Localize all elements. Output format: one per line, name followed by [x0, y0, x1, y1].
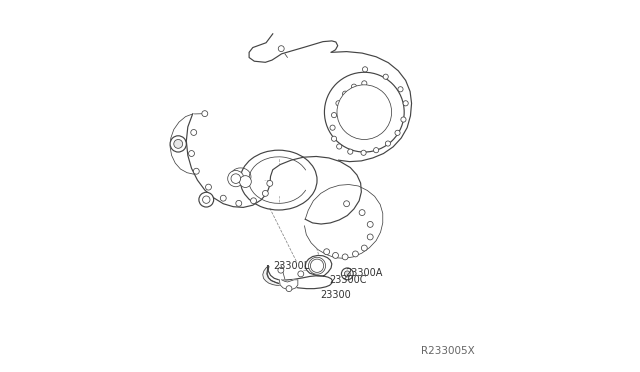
Text: 23300A: 23300A: [345, 268, 383, 278]
Circle shape: [324, 249, 330, 255]
Polygon shape: [249, 34, 338, 62]
Circle shape: [344, 271, 350, 277]
Circle shape: [336, 101, 341, 106]
Circle shape: [351, 84, 356, 89]
Circle shape: [231, 174, 241, 183]
Circle shape: [202, 111, 208, 116]
Circle shape: [332, 112, 337, 118]
Circle shape: [191, 129, 196, 135]
Circle shape: [344, 201, 349, 207]
Circle shape: [310, 259, 324, 272]
Circle shape: [193, 168, 199, 174]
Circle shape: [239, 176, 252, 187]
Circle shape: [401, 117, 406, 122]
Text: R233005X: R233005X: [421, 346, 475, 356]
Circle shape: [205, 184, 211, 190]
Circle shape: [170, 136, 186, 152]
Circle shape: [342, 254, 348, 260]
Polygon shape: [305, 256, 332, 276]
Circle shape: [341, 268, 353, 280]
Circle shape: [367, 234, 373, 240]
Circle shape: [342, 91, 348, 96]
Circle shape: [203, 196, 210, 203]
Circle shape: [383, 74, 388, 79]
Circle shape: [278, 46, 284, 52]
Circle shape: [174, 140, 182, 148]
Circle shape: [324, 72, 404, 152]
Circle shape: [359, 210, 365, 215]
Polygon shape: [263, 266, 283, 285]
Circle shape: [278, 267, 284, 273]
Polygon shape: [331, 52, 412, 161]
Circle shape: [362, 67, 367, 72]
Polygon shape: [280, 280, 298, 289]
Circle shape: [251, 198, 257, 204]
Circle shape: [395, 130, 400, 135]
Circle shape: [362, 81, 367, 86]
Polygon shape: [170, 114, 197, 174]
Polygon shape: [267, 266, 333, 289]
Circle shape: [236, 201, 242, 206]
Circle shape: [337, 144, 342, 149]
Text: 23300C: 23300C: [329, 275, 366, 285]
Text: 23300: 23300: [321, 290, 351, 300]
Circle shape: [220, 195, 226, 201]
Circle shape: [367, 221, 373, 227]
Polygon shape: [305, 185, 383, 259]
Circle shape: [374, 148, 379, 153]
Circle shape: [267, 180, 273, 186]
Circle shape: [262, 190, 268, 196]
Circle shape: [353, 251, 358, 257]
Circle shape: [362, 245, 367, 251]
Circle shape: [332, 136, 337, 141]
Circle shape: [398, 87, 403, 92]
Circle shape: [286, 286, 292, 292]
Circle shape: [385, 141, 390, 146]
Circle shape: [228, 170, 244, 187]
Circle shape: [189, 151, 195, 157]
Circle shape: [348, 149, 353, 154]
Circle shape: [403, 101, 408, 106]
Circle shape: [361, 150, 366, 155]
Circle shape: [330, 125, 335, 130]
Circle shape: [337, 85, 392, 140]
Circle shape: [298, 271, 304, 277]
Text: 23300L: 23300L: [273, 261, 309, 271]
Circle shape: [199, 192, 214, 207]
Polygon shape: [186, 114, 362, 224]
Circle shape: [333, 253, 339, 259]
